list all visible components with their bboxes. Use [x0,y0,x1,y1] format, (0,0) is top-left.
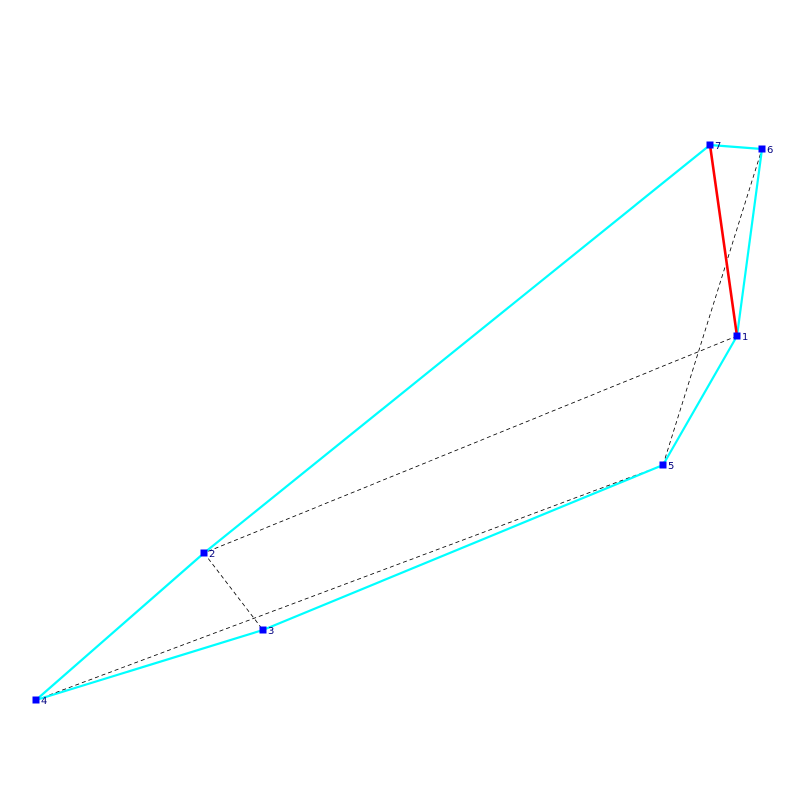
vertex-label-6: 6 [767,145,773,156]
dashed-edge-4-5 [35,464,664,701]
vertex-label-4: 4 [41,696,47,707]
highlight-edge-7-1 [708,144,739,337]
vertex-marker-3 [259,626,267,634]
vertex-label-7: 7 [715,141,721,152]
hull-edge-3-5 [262,463,664,632]
vertex-marker-1 [733,332,741,340]
hull-edge-7-2 [203,144,711,554]
vertex-label-5: 5 [668,461,674,472]
vertex-marker-7 [706,141,714,149]
vertex-label-1: 1 [742,332,748,343]
vertex-marker-6 [758,145,766,153]
hull-edges [35,143,764,702]
hull-edge-6-7 [709,143,763,151]
vertices: 1 2 3 4 5 6 7 [32,141,773,707]
dashed-edge-1-2 [203,335,738,554]
hull-edge-2-4 [35,552,205,701]
vertex-label-3: 3 [268,626,274,637]
vertex-marker-4 [32,696,40,704]
dashed-edge-5-6 [662,148,763,466]
hull-edge-5-1 [662,335,738,466]
vertex-marker-5 [659,461,667,469]
hull-edge-4-3 [35,628,264,702]
vertex-marker-2 [200,549,208,557]
hull-edge-1-6 [735,148,764,337]
dashed-edges [35,144,763,701]
highlight-edges [708,144,739,337]
vertex-label-2: 2 [209,549,215,560]
dashed-edge-2-3 [203,552,264,631]
